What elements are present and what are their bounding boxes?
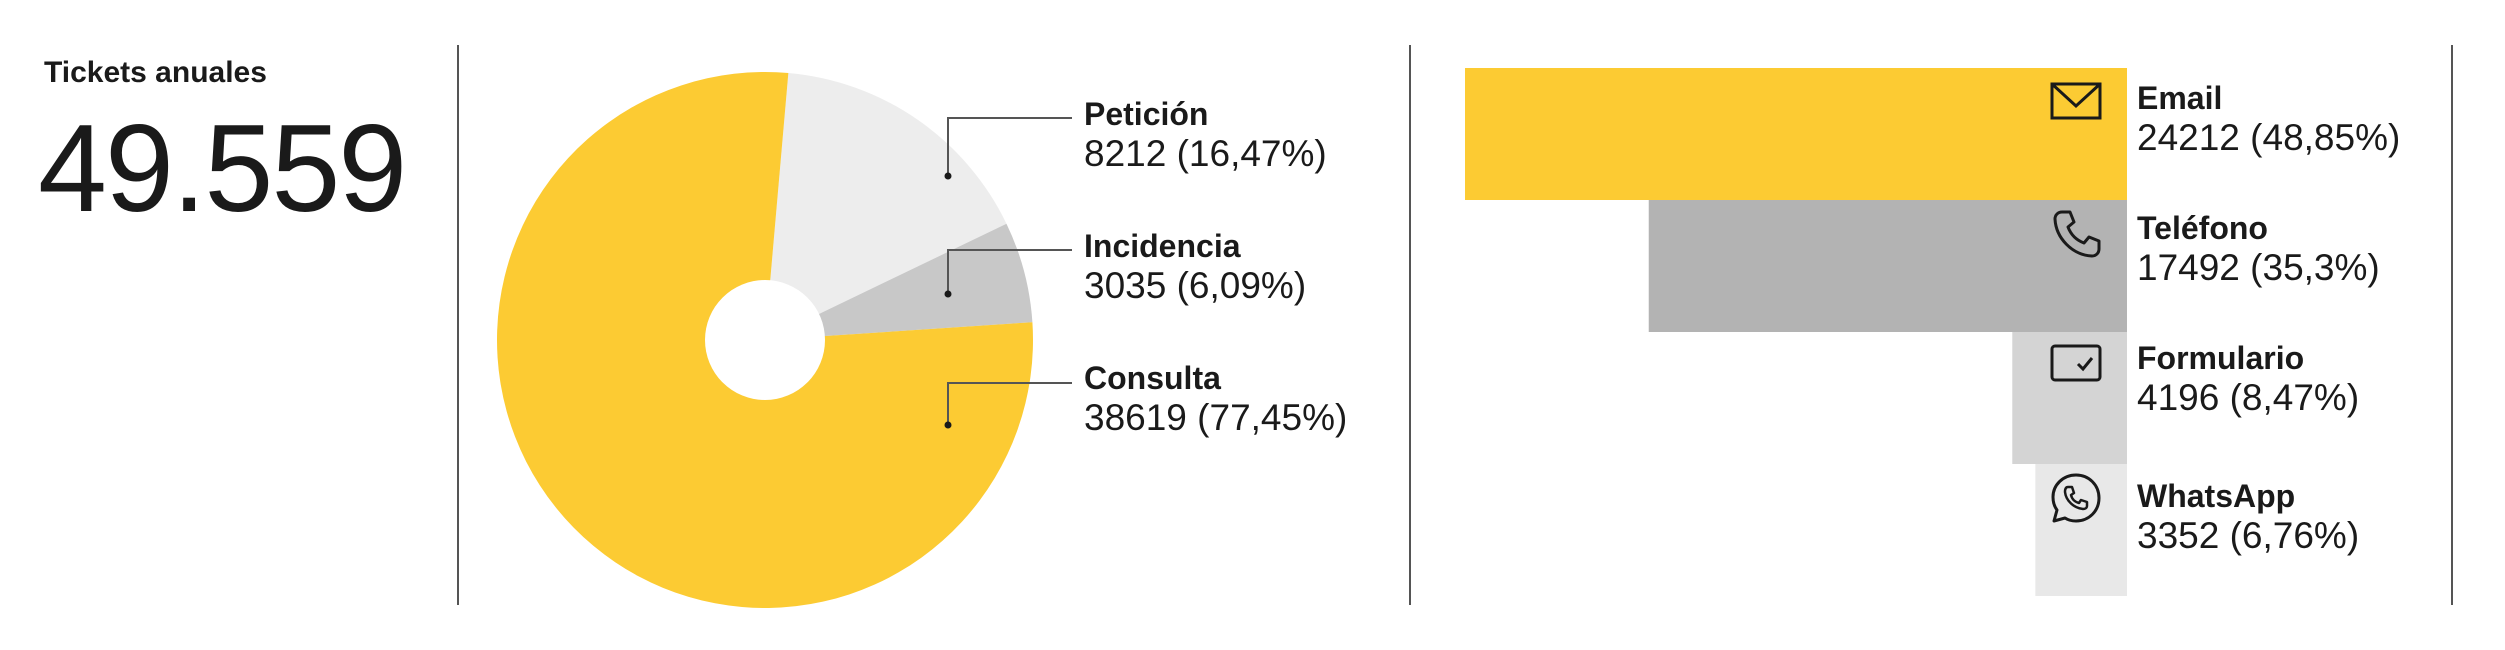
bar-label-email: Email 24212 (48,85%) xyxy=(2137,80,2400,159)
bar-whatsapp xyxy=(2035,464,2127,596)
pie-slice-incidencia xyxy=(765,223,1033,340)
pie-leader-dot-consulta xyxy=(944,421,952,429)
pie-leader-dot-incidencia xyxy=(944,290,952,298)
pie-label-consulta: Consulta 38619 (77,45%) xyxy=(1084,360,1347,439)
pie-legend-value: 3035 (6,09%) xyxy=(1084,265,1307,306)
bar-legend-value: 24212 (48,85%) xyxy=(2137,117,2401,158)
pie-label-peticion: Petición 8212 (16,47%) xyxy=(1084,96,1327,175)
bar-legend-name: Teléfono xyxy=(2137,210,2268,246)
pie-slice-peticion xyxy=(765,73,1007,340)
pie-legend-value: 38619 (77,45%) xyxy=(1084,397,1348,438)
kpi-value: 49.559 xyxy=(38,100,407,238)
bar-legend-value: 17492 (35,3%) xyxy=(2137,247,2380,288)
pie-label-incidencia: Incidencia 3035 (6,09%) xyxy=(1084,228,1306,307)
divider-middle xyxy=(1409,45,1411,605)
bar-formulario xyxy=(2012,332,2127,464)
bar-label-formulario: Formulario 4196 (8,47%) xyxy=(2137,340,2359,419)
pie-legend-value: 8212 (16,47%) xyxy=(1084,133,1327,174)
pie-leader-line-peticion xyxy=(947,117,1072,176)
pie-legend-name: Incidencia xyxy=(1084,228,1241,264)
bar-label-telefono: Teléfono 17492 (35,3%) xyxy=(2137,210,2380,289)
bar-label-whatsapp: WhatsApp 3352 (6,76%) xyxy=(2137,478,2359,557)
kpi-title: Tickets anuales xyxy=(44,56,267,89)
bar-legend-name: WhatsApp xyxy=(2137,478,2296,514)
divider-right xyxy=(2451,45,2453,605)
pie-leader-line-consulta xyxy=(947,382,1072,425)
form-check-icon xyxy=(2050,344,2102,382)
whatsapp-icon xyxy=(2051,473,2101,523)
bar-legend-value: 4196 (8,47%) xyxy=(2137,377,2360,418)
phone-icon xyxy=(2053,210,2101,258)
bar-telefono xyxy=(1648,200,2127,332)
pie-center-hole xyxy=(705,280,825,400)
bar-legend-name: Email xyxy=(2137,80,2223,116)
bar-legend-value: 3352 (6,76%) xyxy=(2137,515,2360,556)
pie-leader-line-incidencia xyxy=(947,249,1072,294)
bar-email xyxy=(1465,68,2127,200)
pie-legend-name: Petición xyxy=(1084,96,1209,132)
pie-legend-name: Consulta xyxy=(1084,360,1221,396)
divider-left xyxy=(457,45,459,605)
envelope-icon xyxy=(2050,82,2102,120)
bar-legend-name: Formulario xyxy=(2137,340,2305,376)
pie-leader-dot-peticion xyxy=(944,172,952,180)
